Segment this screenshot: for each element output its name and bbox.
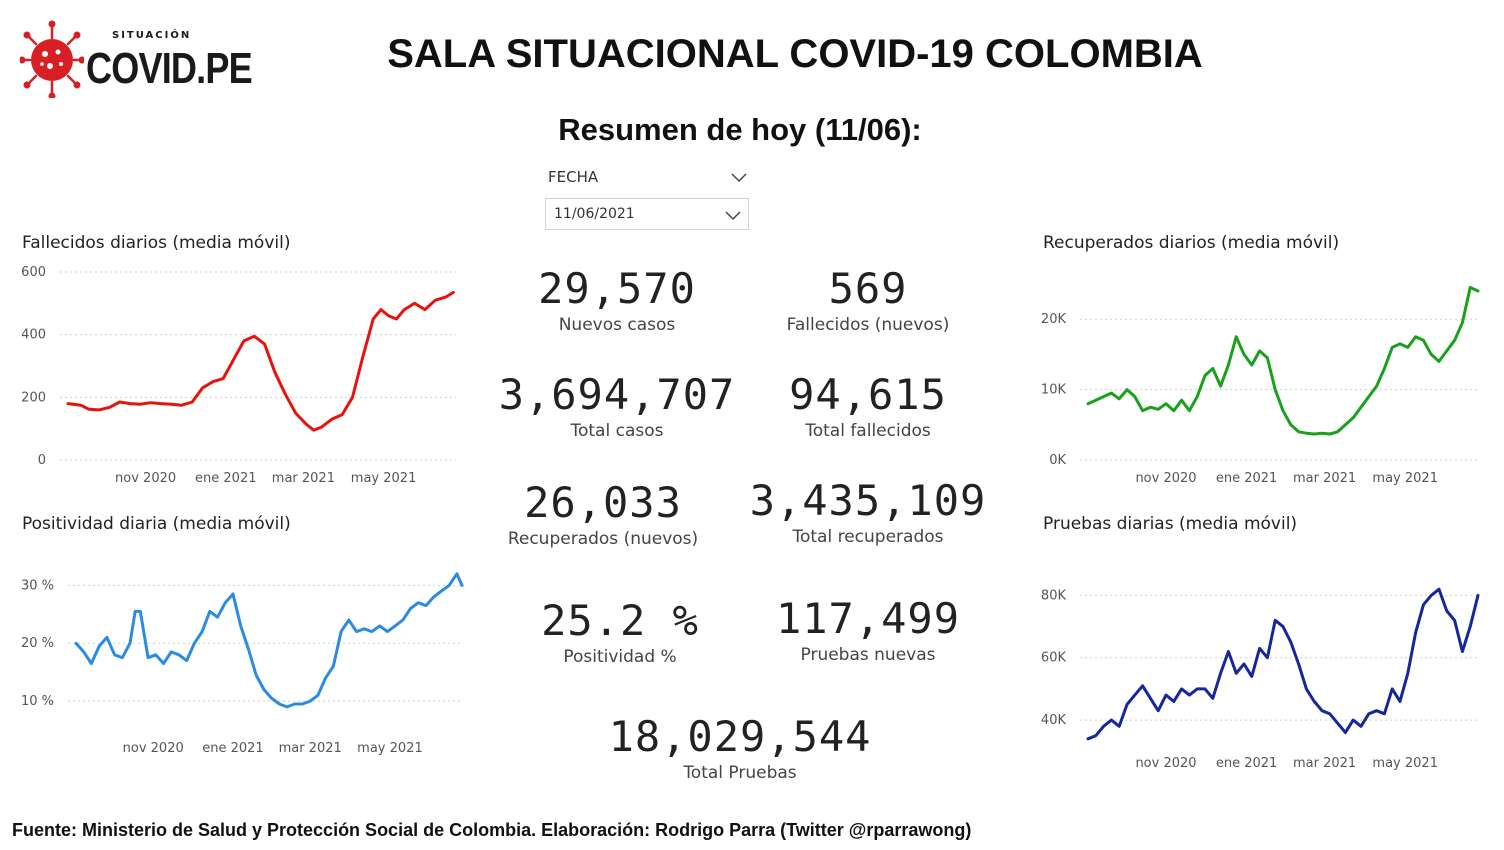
x-tick-label: may 2021 (351, 471, 417, 486)
x-tick-label: nov 2020 (123, 741, 184, 756)
kpi-label: Pruebas nuevas (800, 645, 936, 665)
kpi-label: Positividad % (563, 647, 677, 667)
kpi-value: 3,435,109 (749, 476, 987, 525)
chart-title-recuperados: Recuperados diarios (media móvil) (1043, 233, 1340, 253)
kpi-pruebas-nuevas: 117,499 Pruebas nuevas (718, 594, 1018, 665)
kpi-total-recuperados: 3,435,109 Total recuperados (718, 476, 1018, 547)
logo-subtitle: SITUACIÓN (112, 30, 192, 41)
kpi-nuevos-casos: 29,570 Nuevos casos (467, 264, 767, 335)
chart-fallecidos: 0 200 400 600 nov 2020 ene 2021 mar 2021 may 20… (0, 260, 470, 490)
chart-title-positividad: Positividad diaria (media móvil) (22, 514, 291, 534)
line-chart-svg: 0 200 400 600 nov 2020 ene 2021 mar 2021 may 20… (21, 265, 456, 486)
y-tick-label: 600 (21, 265, 46, 280)
kpi-label: Nuevos casos (558, 315, 676, 335)
y-tick-label: 10K (1041, 383, 1067, 398)
y-tick-label: 200 (21, 390, 46, 405)
x-tick-label: nov 2020 (1135, 756, 1196, 771)
kpi-label: Total casos (570, 421, 664, 441)
kpi-value: 94,615 (789, 370, 947, 419)
date-slicer-dropdown[interactable]: 11/06/2021 (545, 198, 749, 230)
chart-positividad: 10 % 20 % 30 % nov 2020 ene 2021 mar 2021 may … (0, 560, 480, 760)
page-title: SALA SITUACIONAL COVID-19 COLOMBIA (387, 32, 1203, 76)
kpi-label: Total fallecidos (805, 421, 931, 441)
y-tick-label: 400 (21, 328, 46, 343)
y-tick-label: 0K (1049, 453, 1066, 468)
kpi-label: Fallecidos (nuevos) (786, 315, 950, 335)
chevron-down-icon (725, 211, 741, 221)
kpi-label: Total recuperados (792, 527, 944, 547)
chart-pruebas: 40K 60K 80K nov 2020 ene 2021 mar 2021 may 202… (1020, 550, 1490, 775)
x-tick-label: mar 2021 (1293, 471, 1356, 486)
source-footer: Fuente: Ministerio de Salud y Protección… (12, 820, 972, 840)
kpi-fallecidos-nuevos: 569 Fallecidos (nuevos) (718, 264, 1018, 335)
y-tick-label: 30 % (21, 578, 54, 593)
line-chart-svg: 0K 10K 20K nov 2020 ene 2021 mar 2021 may 2021 (1041, 286, 1480, 486)
y-tick-label: 10 % (21, 694, 54, 709)
y-tick-label: 20 % (21, 636, 54, 651)
x-tick-label: may 2021 (1372, 756, 1438, 771)
summary-title: Resumen de hoy (11/06): (558, 112, 922, 147)
kpi-total-fallecidos: 94,615 Total fallecidos (718, 370, 1018, 441)
kpi-label: Total Pruebas (683, 763, 797, 783)
kpi-value: 117,499 (775, 594, 960, 643)
chart-title-pruebas: Pruebas diarias (media móvil) (1043, 514, 1298, 534)
x-tick-label: mar 2021 (279, 741, 342, 756)
y-tick-label: 80K (1041, 588, 1067, 603)
kpi-total-pruebas: 18,029,544 Total Pruebas (590, 712, 890, 783)
date-slicer-value: 11/06/2021 (554, 206, 635, 222)
logo-brand: COVID.PE (86, 44, 253, 93)
series-line (74, 572, 464, 709)
kpi-value: 18,029,544 (608, 712, 872, 761)
kpi-value: 26,033 (524, 478, 682, 527)
y-tick-label: 0 (38, 453, 46, 468)
x-tick-label: ene 2021 (195, 471, 256, 486)
chevron-down-icon[interactable] (730, 170, 748, 184)
y-tick-label: 20K (1041, 312, 1067, 327)
y-tick-label: 40K (1041, 713, 1067, 728)
x-tick-label: may 2021 (357, 741, 423, 756)
kpi-label: Recuperados (nuevos) (507, 529, 699, 549)
x-tick-label: ene 2021 (202, 741, 263, 756)
x-tick-label: nov 2020 (1135, 471, 1196, 486)
series-line (66, 290, 455, 432)
kpi-value: 3,694,707 (498, 370, 736, 419)
x-tick-label: nov 2020 (115, 471, 176, 486)
x-tick-label: ene 2021 (1216, 756, 1277, 771)
chart-recuperados: 0K 10K 20K nov 2020 ene 2021 mar 2021 may 2021 (1020, 280, 1490, 490)
kpi-value: 569 (828, 264, 908, 313)
x-tick-label: ene 2021 (1216, 471, 1277, 486)
kpi-value: 29,570 (538, 264, 696, 313)
series-line (1086, 587, 1480, 741)
virus-icon (20, 20, 84, 98)
x-tick-label: mar 2021 (272, 471, 335, 486)
covid-pe-logo: SITUACIÓN COVID.PE (20, 18, 253, 98)
kpi-recuperados-nuevos: 26,033 Recuperados (nuevos) (453, 478, 753, 549)
kpi-value: 25.2 % (541, 596, 699, 645)
line-chart-svg: 40K 60K 80K nov 2020 ene 2021 mar 2021 may 202… (1041, 587, 1480, 771)
kpi-total-casos: 3,694,707 Total casos (467, 370, 767, 441)
chart-title-fallecidos: Fallecidos diarios (media móvil) (22, 233, 291, 253)
date-slicer-label: FECHA (548, 168, 599, 186)
kpi-positividad: 25.2 % Positividad % (470, 596, 770, 667)
line-chart-svg: 10 % 20 % 30 % nov 2020 ene 2021 mar 2021 may … (21, 572, 464, 756)
y-tick-label: 60K (1041, 651, 1067, 666)
x-tick-label: mar 2021 (1293, 756, 1356, 771)
series-line (1086, 286, 1480, 436)
x-tick-label: may 2021 (1372, 471, 1438, 486)
